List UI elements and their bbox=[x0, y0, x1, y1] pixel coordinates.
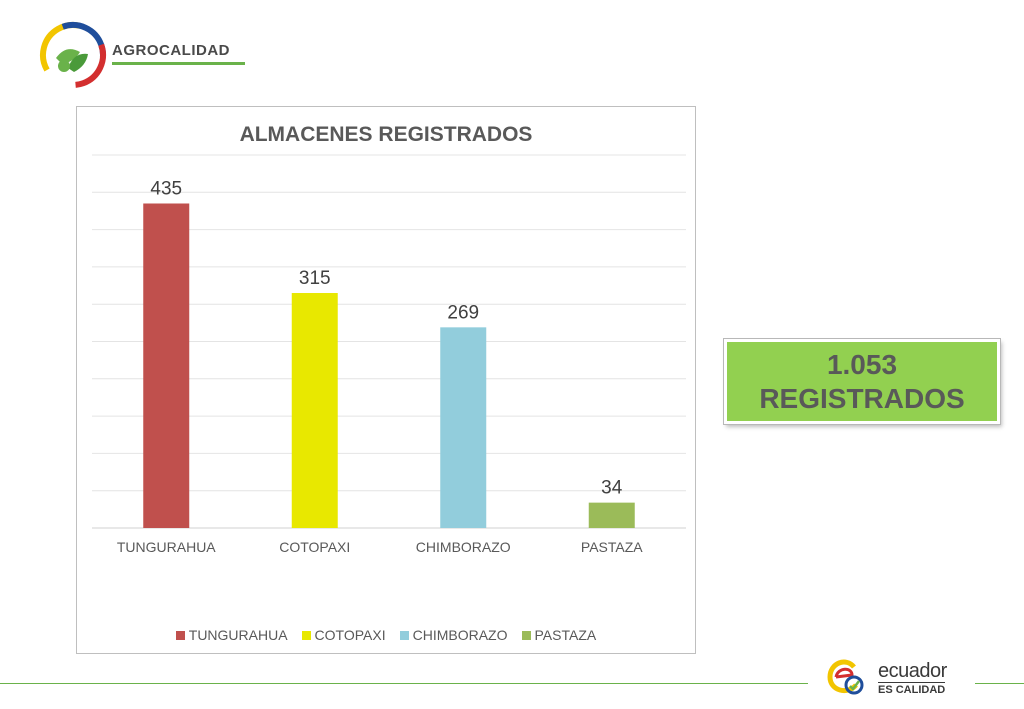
total-value: 1.053 bbox=[826, 348, 898, 380]
x-tick-label-cotopaxi: COTOPAXI bbox=[279, 539, 350, 555]
legend-item-tungurahua: TUNGURAHUA bbox=[175, 627, 288, 643]
data-label-chimborazo: 269 bbox=[447, 302, 479, 323]
agrocalidad-logo-icon bbox=[40, 22, 106, 88]
ecuador-logo-icon bbox=[827, 659, 864, 695]
legend-label: CHIMBORAZO bbox=[412, 627, 508, 643]
legend-swatch bbox=[399, 630, 409, 640]
x-tick-label-pastaza: PASTAZA bbox=[581, 539, 643, 555]
chart-legend: TUNGURAHUA COTOPAXI CHIMBORAZO PASTAZA bbox=[77, 627, 695, 643]
legend-item-cotopaxi: COTOPAXI bbox=[301, 627, 386, 643]
bar-pastaza bbox=[588, 502, 635, 528]
total-registered-badge: 1.053 REGISTRADOS bbox=[724, 339, 1000, 424]
bar-chimborazo bbox=[440, 327, 487, 528]
legend-item-pastaza: PASTAZA bbox=[521, 627, 597, 643]
x-tick-label-tungurahua: TUNGURAHUA bbox=[117, 539, 216, 555]
bar-cotopaxi bbox=[291, 293, 338, 528]
brand-underline bbox=[112, 62, 245, 65]
footer-divider-right bbox=[975, 683, 1024, 684]
footer-brand-word: ecuador bbox=[878, 660, 947, 682]
footer-brand-tagline: ES CALIDAD bbox=[878, 682, 946, 696]
chart-title: ALMACENES REGISTRADOS bbox=[239, 123, 533, 146]
legend-label: PASTAZA bbox=[534, 627, 597, 643]
legend-label: TUNGURAHUA bbox=[188, 627, 288, 643]
legend-label: COTOPAXI bbox=[314, 627, 386, 643]
legend-swatch bbox=[301, 630, 311, 640]
total-label: REGISTRADOS bbox=[759, 382, 965, 414]
footer-divider-left bbox=[0, 683, 808, 684]
data-label-cotopaxi: 315 bbox=[299, 268, 331, 289]
legend-swatch bbox=[175, 630, 185, 640]
legend-item-chimborazo: CHIMBORAZO bbox=[399, 627, 508, 643]
data-label-pastaza: 34 bbox=[601, 478, 623, 499]
chart-frame: ALMACENES REGISTRADOS 435 TUNGURAHUA 315 CO… bbox=[76, 106, 696, 654]
legend-swatch bbox=[521, 630, 531, 640]
brand-name: AGROCALIDAD bbox=[112, 42, 230, 59]
bar-tungurahua bbox=[143, 203, 190, 528]
data-label-tungurahua: 435 bbox=[150, 178, 182, 199]
bar-chart: 435 TUNGURAHUA 315 COTOPAXI 269 CHIMBORAZO 34 P… bbox=[92, 154, 686, 555]
x-tick-label-chimborazo: CHIMBORAZO bbox=[416, 539, 511, 555]
